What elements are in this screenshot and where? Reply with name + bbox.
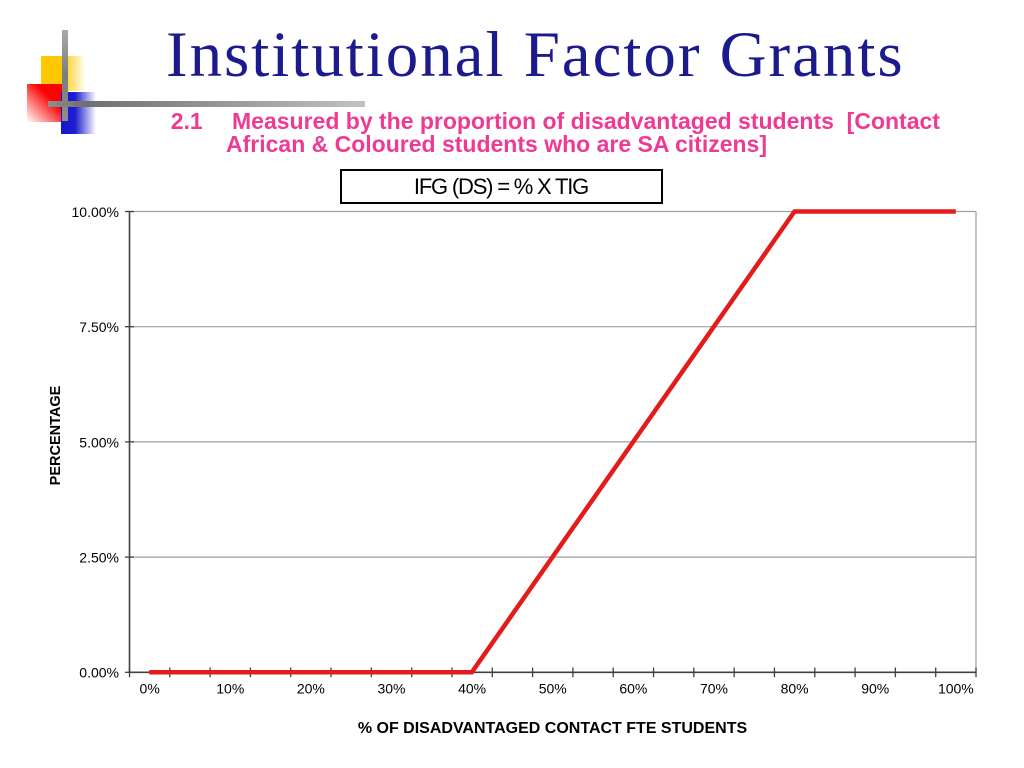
svg-text:2.50%: 2.50% <box>79 550 119 566</box>
svg-text:90%: 90% <box>861 681 889 697</box>
svg-text:60%: 60% <box>619 681 647 697</box>
svg-text:50%: 50% <box>539 681 567 697</box>
svg-text:30%: 30% <box>377 681 405 697</box>
svg-text:PERCENTAGE: PERCENTAGE <box>48 385 64 485</box>
svg-text:70%: 70% <box>700 681 728 697</box>
svg-text:80%: 80% <box>781 681 809 697</box>
svg-text:20%: 20% <box>297 681 325 697</box>
svg-text:100%: 100% <box>938 681 974 697</box>
svg-text:40%: 40% <box>458 681 486 697</box>
svg-text:0%: 0% <box>140 681 160 697</box>
svg-text:0.00%: 0.00% <box>79 665 119 681</box>
svg-text:10.00%: 10.00% <box>72 204 119 220</box>
svg-text:10%: 10% <box>216 681 244 697</box>
svg-text:5.00%: 5.00% <box>79 434 119 450</box>
svg-text:7.50%: 7.50% <box>79 319 119 335</box>
svg-text:% OF DISADVANTAGED CONTACT FTE: % OF DISADVANTAGED CONTACT FTE STUDENTS <box>358 720 748 737</box>
